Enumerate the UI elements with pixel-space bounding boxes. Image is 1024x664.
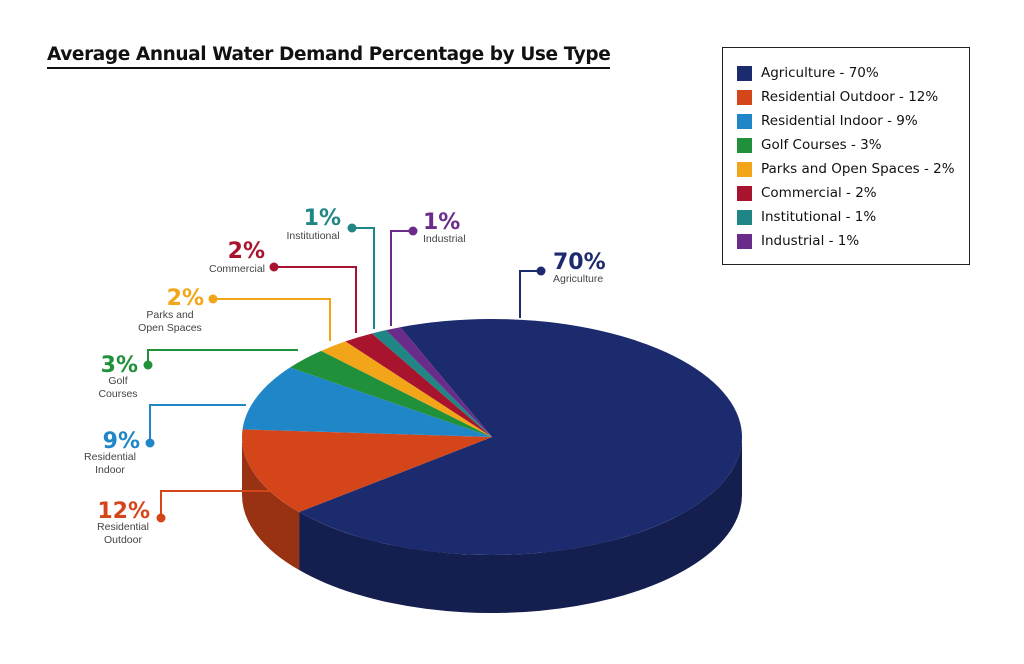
leader-line [147, 349, 298, 365]
legend-label: Agriculture - 70% [761, 65, 879, 81]
legend-item-residential-indoor: Residential Indoor - 9% [737, 109, 969, 133]
pie-slice-commercial [345, 333, 492, 437]
legend-label: Golf Courses - 3% [761, 137, 882, 153]
legend-swatch [737, 185, 752, 201]
data-label-category: Golf [108, 375, 127, 387]
data-label-percent: 2% [167, 286, 204, 311]
chart-title: Average Annual Water Demand Percentage b… [47, 44, 611, 69]
leader-line [149, 404, 246, 443]
data-label-category: Agriculture [553, 273, 603, 285]
legend-item-parks: Parks and Open Spaces - 2% [737, 157, 969, 181]
pie-slice-institutional [371, 330, 492, 437]
legend-label: Institutional - 1% [761, 209, 877, 225]
legend-label: Residential Indoor - 9% [761, 113, 918, 129]
pie-top [242, 319, 742, 555]
legend-swatch [737, 161, 752, 177]
data-label-category: Courses [98, 388, 137, 400]
data-label-percent: 9% [103, 429, 140, 454]
leader-line [519, 270, 541, 318]
data-label-percent: 70% [553, 250, 606, 275]
pie-side-walls [242, 437, 742, 614]
legend-item-golf-courses: Golf Courses - 3% [737, 133, 969, 157]
data-label-percent: 1% [304, 206, 341, 231]
leader-dot [143, 360, 153, 370]
leader-dot [156, 513, 166, 523]
callout-labels: 70%Agriculture12%ResidentialOutdoor9%Res… [84, 206, 606, 546]
pie-slice-industrial [385, 327, 492, 437]
leader-dot [208, 294, 218, 304]
callout-institutional: 1%Institutional [286, 206, 375, 329]
data-label-percent: 1% [423, 210, 460, 235]
leader-line [352, 227, 375, 329]
pie-side-agriculture [299, 437, 742, 614]
legend-swatch [737, 209, 752, 225]
legend-label: Industrial - 1% [761, 233, 860, 249]
legend: Agriculture - 70% Residential Outdoor - … [722, 47, 970, 265]
legend-swatch [737, 89, 752, 105]
data-label-category: Indoor [95, 464, 125, 476]
callout-commercial: 2%Commercial [209, 239, 357, 333]
data-label-category: Residential [97, 521, 149, 533]
pie-side-residential-outdoor [242, 437, 300, 571]
leader-dot [347, 223, 357, 233]
legend-label: Commercial - 2% [761, 185, 877, 201]
legend-swatch [737, 137, 752, 153]
leader-line [390, 230, 413, 326]
data-label-category: Institutional [286, 230, 339, 242]
callout-industrial: 1%Industrial [390, 210, 466, 326]
leader-line [274, 266, 357, 333]
data-label-percent: 12% [97, 499, 150, 524]
pie-slice-agriculture [299, 319, 742, 555]
leader-line [213, 298, 331, 341]
pie-slice-golf-courses [290, 350, 492, 437]
data-label-category: Open Spaces [138, 322, 202, 334]
leader-dot [408, 226, 418, 236]
data-label-category: Residential [84, 451, 136, 463]
leader-dot [145, 438, 155, 448]
leader-dot [269, 262, 279, 272]
legend-swatch [737, 233, 752, 249]
legend-swatch [737, 113, 752, 129]
legend-item-residential-outdoor: Residential Outdoor - 12% [737, 85, 969, 109]
data-label-category: Parks and [146, 309, 193, 321]
pie-slice-residential-indoor [242, 367, 492, 437]
legend-item-commercial: Commercial - 2% [737, 181, 969, 205]
legend-item-industrial: Industrial - 1% [737, 229, 969, 253]
legend-item-institutional: Institutional - 1% [737, 205, 969, 229]
leader-dot [536, 266, 546, 276]
legend-label: Parks and Open Spaces - 2% [761, 161, 955, 177]
data-label-category: Industrial [423, 233, 466, 245]
data-label-category: Outdoor [104, 534, 142, 546]
callout-agriculture: 70%Agriculture [519, 250, 606, 318]
legend-item-agriculture: Agriculture - 70% [737, 61, 969, 85]
data-label-percent: 2% [228, 239, 265, 264]
data-label-category: Commercial [209, 263, 265, 275]
pie-slice-residential-outdoor [242, 429, 492, 513]
leader-line [160, 490, 287, 518]
data-label-percent: 3% [101, 353, 138, 378]
legend-label: Residential Outdoor - 12% [761, 89, 939, 105]
legend-swatch [737, 65, 752, 81]
pie-slice-parks-and-open-spaces [321, 341, 492, 437]
